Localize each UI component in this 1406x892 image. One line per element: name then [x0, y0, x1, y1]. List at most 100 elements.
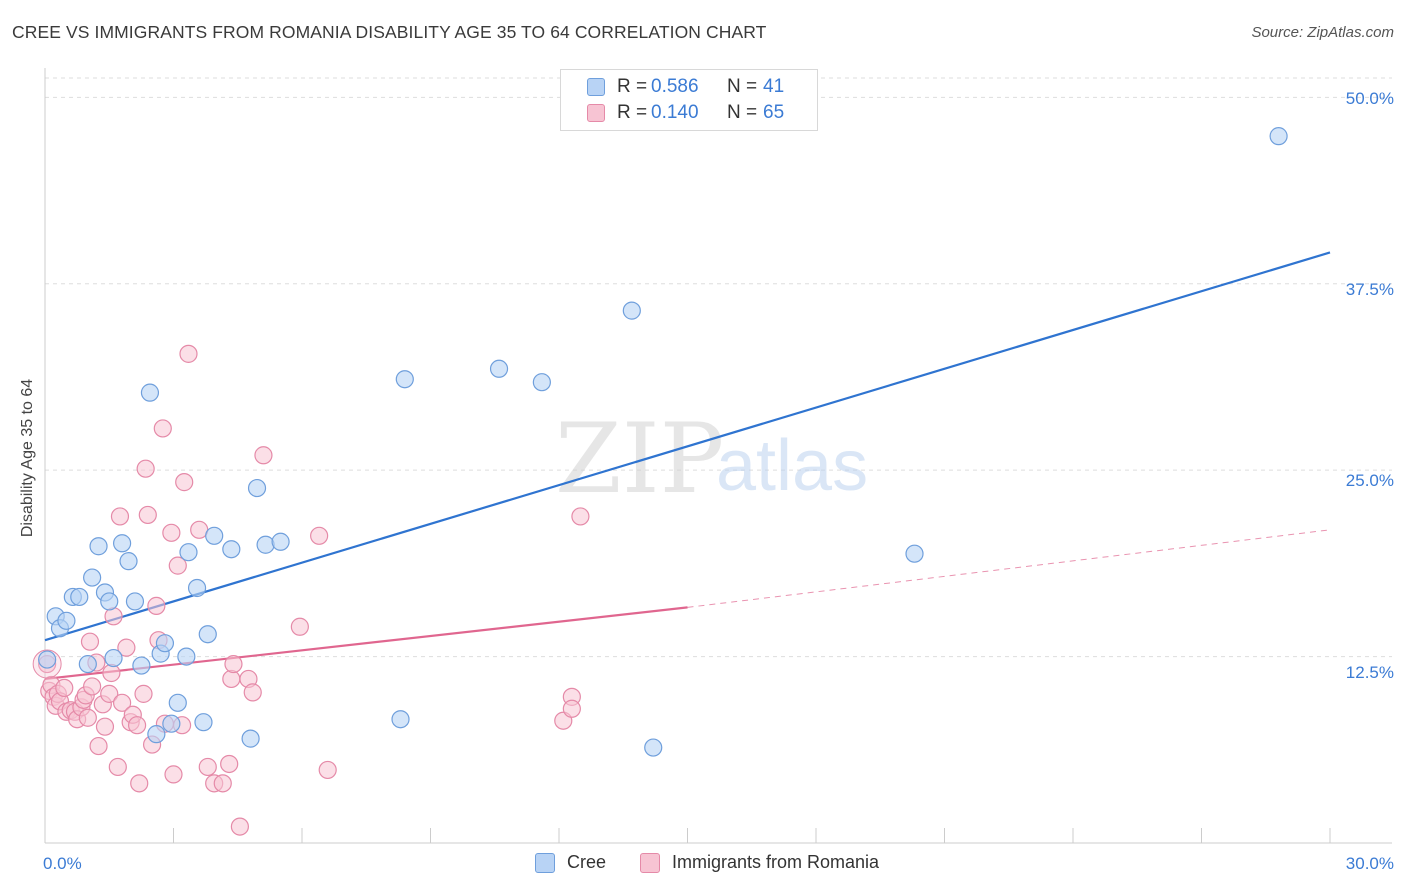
x-tick-label-min: 0.0% — [43, 854, 82, 873]
point-romania-7 — [55, 678, 74, 698]
point-romania-17 — [83, 677, 102, 696]
series-label-romania: Immigrants from Romania — [672, 852, 880, 872]
point-cree-40 — [1269, 127, 1288, 146]
x-tick-label-max: 30.0% — [1346, 854, 1394, 873]
point-cree-17 — [147, 725, 166, 744]
chart-source: Source: ZipAtlas.com — [1251, 24, 1394, 41]
point-romania-54 — [230, 817, 249, 836]
point-romania-60 — [318, 760, 337, 780]
point-cree-32 — [271, 532, 290, 551]
axes — [44, 68, 1392, 844]
y-tick-label-50: 50.0% — [1346, 89, 1394, 108]
y-tick-label-12-5: 12.5% — [1346, 663, 1394, 682]
point-romania-51 — [220, 754, 239, 774]
point-cree-27 — [205, 526, 224, 545]
point-romania-22 — [100, 684, 119, 703]
point-cree-38 — [644, 738, 663, 757]
watermark-atlas: atlas — [716, 426, 868, 506]
point-romania-56 — [243, 683, 262, 702]
point-cree-33 — [391, 710, 410, 729]
legend-swatch-romania — [587, 104, 605, 122]
stats-legend: R = 0.586 N = 41 R = 0.140 N = 65 — [560, 69, 818, 131]
series-legend-cree[interactable]: Cree — [535, 852, 606, 873]
point-romania-53 — [224, 654, 243, 674]
point-cree-5 — [70, 587, 89, 607]
point-romania-21 — [95, 717, 115, 736]
point-cree-16 — [140, 383, 160, 402]
point-cree-13 — [119, 552, 138, 571]
point-cree-15 — [132, 656, 151, 675]
point-romania-57 — [254, 446, 273, 465]
point-cree-7 — [83, 568, 102, 587]
point-romania-27 — [112, 693, 132, 712]
points-romania — [32, 344, 590, 836]
point-cree-26 — [198, 625, 217, 644]
point-cree-22 — [177, 647, 196, 666]
watermark-zip: ZIP — [555, 403, 724, 515]
point-romania-24 — [104, 607, 123, 626]
series-swatch-cree — [535, 852, 555, 873]
legend-r-value: 0.140 — [651, 102, 699, 123]
point-cree-6 — [78, 654, 97, 674]
point-romania-25 — [108, 757, 127, 777]
point-cree-24 — [187, 578, 207, 598]
point-cree-20 — [162, 714, 181, 733]
point-romania-26 — [110, 507, 130, 526]
point-cree-36 — [532, 373, 551, 392]
point-romania-32 — [130, 774, 149, 793]
legend-row-romania: R = 0.140 N = 65 — [587, 101, 784, 125]
point-romania-16 — [80, 632, 100, 651]
point-romania-28 — [117, 638, 136, 657]
point-cree-10 — [100, 592, 119, 611]
legend-swatch-cree — [587, 78, 605, 96]
point-romania-23 — [102, 663, 121, 683]
point-cree-14 — [125, 592, 145, 611]
point-romania-59 — [310, 526, 329, 545]
legend-n-label: N = — [727, 102, 758, 123]
point-romania-15 — [78, 708, 97, 727]
point-romania-48 — [198, 757, 217, 777]
point-cree-39 — [905, 544, 924, 563]
point-romania-33 — [134, 684, 153, 703]
point-cree-12 — [112, 534, 132, 553]
legend-r-label: R = — [617, 102, 648, 123]
y-tick-label-37-5: 37.5% — [1346, 280, 1394, 299]
y-tick-label-25: 25.0% — [1346, 471, 1394, 490]
points-cree — [38, 127, 1288, 757]
point-romania-39 — [153, 419, 172, 438]
point-romania-19 — [89, 736, 108, 756]
point-romania-41 — [162, 523, 181, 542]
point-romania-63 — [571, 507, 590, 526]
legend-r-label: R = — [617, 76, 648, 97]
legend-n-label: N = — [727, 76, 758, 97]
point-cree-3 — [57, 611, 76, 630]
point-romania-31 — [127, 716, 147, 735]
point-romania-43 — [168, 556, 187, 575]
legend-n-value: 41 — [763, 76, 785, 97]
point-cree-28 — [222, 540, 241, 559]
point-romania-58 — [290, 617, 309, 636]
chart-title: CREE VS IMMIGRANTS FROM ROMANIA DISABILI… — [12, 22, 767, 42]
point-romania-45 — [175, 473, 194, 492]
series-legend-romania[interactable]: Immigrants from Romania — [640, 852, 879, 873]
trend-lines — [44, 251, 1331, 681]
trend-line-cree — [44, 251, 1331, 642]
point-cree-23 — [179, 543, 198, 562]
series-label-cree: Cree — [567, 852, 607, 872]
point-romania-46 — [179, 344, 198, 363]
grid-lines — [45, 77, 1392, 658]
point-cree-35 — [489, 359, 509, 378]
legend-n-value: 65 — [763, 102, 785, 123]
point-cree-30 — [247, 478, 267, 498]
point-cree-31 — [256, 535, 275, 554]
series-legend: Cree Immigrants from Romania — [0, 852, 1406, 876]
point-romania-37 — [147, 596, 166, 615]
trend-line-romania — [44, 606, 688, 681]
point-romania-64 — [562, 699, 581, 718]
point-cree-21 — [168, 693, 187, 712]
legend-r-value: 0.586 — [651, 76, 699, 97]
legend-row-cree: R = 0.586 N = 41 — [587, 75, 784, 99]
point-romania-35 — [138, 505, 157, 525]
point-romania-42 — [164, 765, 183, 784]
